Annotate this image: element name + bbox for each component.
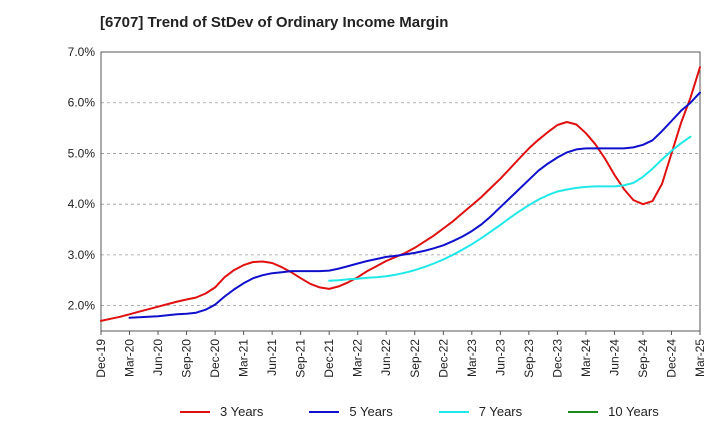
legend-item: 10 Years <box>568 404 659 419</box>
plot-frame <box>100 51 701 332</box>
legend-swatch <box>438 410 469 413</box>
x-tick-label: Jun-20 <box>151 339 165 376</box>
y-tick-label: 2.0% <box>68 299 96 313</box>
y-tick-label: 7.0% <box>68 45 96 59</box>
x-tick-label: Dec-20 <box>208 339 222 378</box>
y-tick-label: 5.0% <box>68 146 96 160</box>
x-tick-label: Dec-23 <box>550 339 564 378</box>
x-tick-label: Sep-24 <box>636 339 650 378</box>
legend-swatch <box>180 410 210 413</box>
x-tick-label: Dec-22 <box>436 339 450 378</box>
x-tick-label: Dec-19 <box>94 339 108 378</box>
x-tick-label: Mar-25 <box>693 339 707 377</box>
x-tick-label: Dec-21 <box>322 339 336 378</box>
chart-title: [6707] Trend of StDev of Ordinary Income… <box>100 14 449 31</box>
y-tick-label: 4.0% <box>68 197 96 211</box>
x-tick-label: Jun-23 <box>493 339 507 376</box>
legend-item: 3 Years <box>180 404 263 419</box>
x-tick-label: Mar-21 <box>237 339 251 377</box>
legend-label: 5 Years <box>349 404 393 419</box>
x-tick-label: Sep-21 <box>294 339 308 378</box>
y-tick-label: 3.0% <box>68 248 96 262</box>
x-tick-label: Mar-22 <box>351 339 365 377</box>
legend-item: 7 Years <box>438 404 523 419</box>
x-tick-label: Jun-24 <box>607 339 621 376</box>
legend-swatch <box>568 410 599 413</box>
x-tick-label: Mar-20 <box>123 339 137 377</box>
x-tick-label: Dec-24 <box>664 339 678 378</box>
legend-label: 10 Years <box>608 404 659 419</box>
x-tick-label: Mar-23 <box>465 339 479 377</box>
series-line-3-years <box>100 66 701 322</box>
legend-swatch <box>309 410 340 413</box>
legend-item: 5 Years <box>309 404 393 419</box>
x-tick-label: Sep-22 <box>408 339 422 378</box>
legend-label: 3 Years <box>220 404 264 419</box>
y-tick-label: 6.0% <box>68 96 96 110</box>
x-tick-label: Sep-23 <box>522 339 536 378</box>
x-tick-label: Jun-21 <box>265 339 279 376</box>
series-line-5-years <box>128 91 701 319</box>
x-tick-label: Jun-22 <box>379 339 393 376</box>
series-line-7-years <box>328 135 692 282</box>
x-tick-label: Mar-24 <box>579 339 593 377</box>
legend-label: 7 Years <box>478 404 523 419</box>
x-tick-label: Sep-20 <box>180 339 194 378</box>
legend: 3 Years 5 Years 7 Years 10 Years <box>180 404 659 419</box>
